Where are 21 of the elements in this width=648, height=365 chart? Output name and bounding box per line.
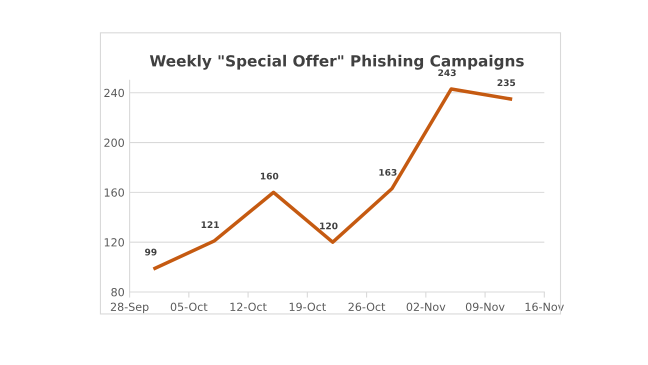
x-tick-label: 02-Nov [406,302,446,312]
data-label: 235 [498,79,516,86]
y-tick-label: 120 [104,238,124,247]
data-label: 163 [379,168,397,176]
data-label: 121 [202,221,219,228]
data-label: 243 [438,69,456,76]
y-tick-label: 240 [104,88,124,98]
x-tick-label: 26-Oct [348,302,386,312]
x-tick-label: 09-Nov [466,302,505,312]
data-label: 160 [260,172,278,180]
y-tick-label: 200 [104,138,124,147]
x-tick-label: 28-Sep [110,302,149,314]
x-tick-label: 19-Oct [290,302,326,312]
x-tick-label: 12-Oct [230,302,267,312]
chart-title: Weekly "Special Offer" Phishing Campaigns [150,54,524,70]
x-tick-label: 05-Oct [170,302,208,312]
y-tick-label: 80 [111,288,124,296]
y-tick-label: 160 [104,188,124,197]
x-tick-label: 16-Nov [526,302,564,312]
data-label: 120 [320,222,338,230]
data-label: 99 [145,248,157,256]
